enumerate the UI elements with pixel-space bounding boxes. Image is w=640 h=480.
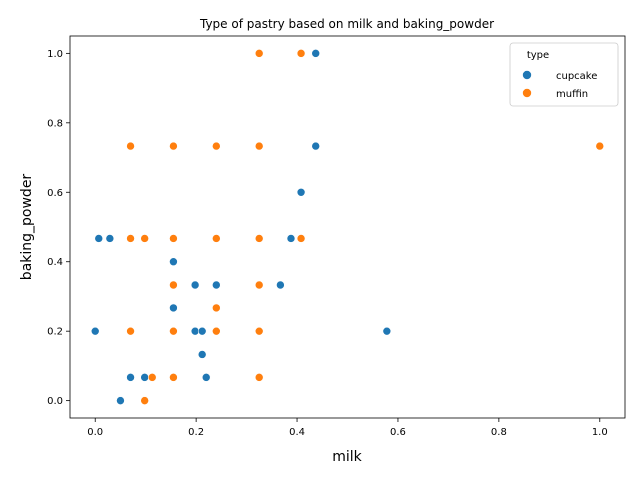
y-tick-label: 0.0 [47,396,63,407]
cupcake-point [286,234,296,243]
y-axis-label: baking_powder [19,174,35,281]
y-tick-label: 0.6 [47,188,63,199]
x-axis-label: milk [332,449,362,465]
legend-label-cupcake: cupcake [556,71,597,82]
series-cupcake [90,49,392,405]
cupcake-point [197,350,207,359]
muffin-point [212,234,221,243]
muffin-point [212,326,221,336]
x-tick-label: 0.6 [390,427,406,438]
muffin-point [169,326,178,336]
legend-entries: cupcake muffin [522,70,597,100]
legend-title: type [527,50,549,61]
muffin-point [254,373,264,382]
muffin-point [169,280,178,290]
muffin-point [126,326,135,336]
muffin-point [254,326,264,336]
muffin-point [254,141,264,151]
plot-border [69,35,626,419]
cupcake-point [90,326,100,336]
muffin-point [126,141,135,151]
legend-marker-muffin [522,88,532,98]
y-axis: 0.0 0.2 0.4 0.6 0.8 1.0 [47,49,70,407]
muffin-point [169,234,178,243]
cupcake-point [190,280,200,290]
muffin-point [169,141,178,151]
y-tick-label: 1.0 [47,49,63,60]
legend: type cupcake muffin [509,42,619,107]
cupcake-point [276,280,285,290]
legend-label-muffin: muffin [556,89,588,100]
cupcake-point [126,373,135,382]
cupcake-point [382,326,392,336]
x-axis: 0.0 0.2 0.4 0.6 0.8 1.0 [87,418,608,438]
x-tick-label: 0.4 [289,427,305,438]
muffin-point [254,234,264,243]
plot-area [69,35,626,419]
cupcake-point [201,373,211,382]
cupcake-point [311,49,321,58]
x-tick-label: 0.2 [188,427,204,438]
legend-marker-cupcake [522,70,532,80]
cupcake-point [105,234,115,243]
y-tick-label: 0.4 [47,257,63,268]
muffin-point [169,373,178,382]
legend-box [509,42,619,107]
series-muffin [126,49,605,405]
cupcake-point [212,280,221,290]
cupcake-point [169,257,178,267]
cupcake-point [296,187,306,197]
muffin-point [254,49,264,58]
chart-title: Type of pastry based on milk and baking_… [199,17,494,31]
muffin-point [147,373,157,382]
y-tick-label: 0.2 [47,327,63,338]
cupcake-point [197,326,207,336]
x-tick-label: 0.0 [87,427,103,438]
muffin-point [296,49,306,58]
cupcake-point [169,303,178,313]
data-points [90,49,605,405]
cupcake-point [94,234,104,243]
cupcake-point [140,373,149,382]
muffin-point [140,234,149,243]
x-tick-label: 1.0 [592,427,608,438]
muffin-point [212,141,221,151]
muffin-point [595,141,605,151]
x-tick-label: 0.8 [491,427,507,438]
muffin-point [140,396,149,405]
cupcake-point [116,396,125,405]
y-tick-label: 0.8 [47,118,63,129]
cupcake-point [311,141,321,151]
muffin-point [126,234,135,243]
muffin-point [254,280,264,290]
muffin-point [296,234,306,243]
muffin-point [212,303,221,313]
